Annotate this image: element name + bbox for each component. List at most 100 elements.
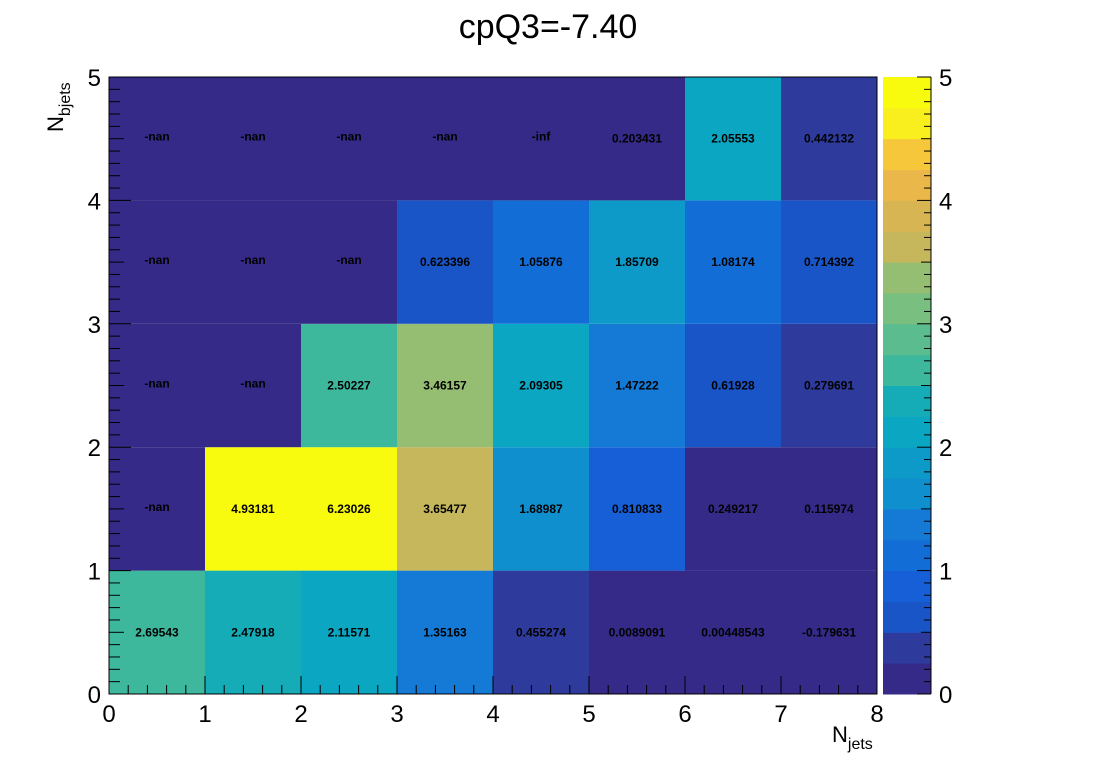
cell-value-label: 3.65477 — [423, 502, 467, 516]
y-tick-label: 1 — [88, 559, 101, 586]
heatmap-cell — [781, 200, 877, 324]
colorbar: 0 1 2 3 4 5 — [883, 65, 952, 709]
cell-value-label: 0.115974 — [804, 502, 854, 516]
heatmap-cell — [397, 77, 493, 201]
cell-value-label: 1.85709 — [615, 255, 659, 269]
colorbar-band — [883, 447, 931, 479]
heatmap-cell — [685, 200, 781, 324]
colorbar-band — [883, 323, 931, 356]
cell-value-label: 0.249217 — [708, 502, 758, 516]
cell-value-label: 0.442132 — [804, 132, 854, 146]
x-tick-label: 5 — [582, 701, 595, 728]
cell-value-label: 1.05876 — [519, 255, 563, 269]
y-tick-label: 4 — [88, 188, 101, 215]
cell-value-label: -nan — [240, 253, 265, 267]
heatmap-cell — [205, 323, 301, 448]
cell-value-label: -nan — [144, 130, 169, 144]
cell-value-label: 2.09305 — [519, 379, 563, 393]
cell-value-label: -nan — [336, 253, 361, 267]
heatmap-cell — [493, 77, 589, 201]
colorbar-band — [883, 601, 931, 633]
colorbar-band — [883, 663, 931, 695]
cell-value-label: 0.714392 — [804, 255, 854, 269]
heatmap-cell — [301, 447, 397, 571]
x-tick-label: 4 — [486, 701, 499, 728]
heatmap-cell — [397, 570, 493, 694]
colorbar-band — [883, 416, 931, 448]
heatmap-cell — [589, 200, 685, 324]
y-tick-label: 5 — [88, 65, 101, 92]
cell-value-label: 4.93181 — [231, 502, 275, 516]
heatmap-cell — [205, 570, 301, 694]
heatmap-cell — [397, 200, 493, 324]
cell-value-label: -inf — [532, 130, 552, 144]
colorbar-band — [883, 231, 931, 263]
cell-value-label: -nan — [336, 130, 361, 144]
heatmap-cell — [205, 77, 301, 201]
cell-value-label: 1.35163 — [423, 625, 467, 639]
x-tick-label: 3 — [390, 701, 403, 728]
heatmap-cell — [109, 447, 205, 571]
heatmap-cell — [397, 323, 493, 448]
cell-value-label: 0.810833 — [612, 502, 662, 516]
colorbar-tick-label: 1 — [939, 559, 952, 586]
cell-value-label: 0.203431 — [612, 132, 662, 146]
colorbar-tick-label: 2 — [939, 435, 952, 462]
colorbar-band — [883, 539, 931, 572]
heatmap-cell — [685, 323, 781, 448]
cell-value-label: -nan — [240, 130, 265, 144]
heatmap-cell — [397, 447, 493, 571]
cell-value-label: 0.00448543 — [701, 625, 765, 639]
cell-value-label: -0.179631 — [802, 625, 856, 639]
cell-value-label: 1.68987 — [519, 502, 563, 516]
x-tick-label: 8 — [870, 701, 883, 728]
heatmap-cell — [493, 570, 589, 694]
x-tick-label: 6 — [678, 701, 691, 728]
cell-value-label: 0.623396 — [420, 255, 470, 269]
heatmap-cells — [109, 77, 877, 694]
heatmap-cell — [109, 200, 205, 324]
colorbar-band — [883, 385, 931, 417]
heatmap-cell — [685, 77, 781, 201]
colorbar-band — [883, 107, 931, 140]
cell-value-label: 2.69543 — [135, 625, 179, 639]
colorbar-band — [883, 169, 931, 201]
heatmap-cell — [109, 323, 205, 448]
heatmap-cell — [301, 200, 397, 324]
y-axis-label-sub: bjets — [57, 82, 74, 116]
colorbar-band — [883, 632, 931, 664]
cell-value-label: 0.455274 — [516, 625, 566, 639]
heatmap-cell — [589, 77, 685, 201]
cell-value-label: 1.47222 — [615, 379, 659, 393]
cell-value-label: 1.08174 — [711, 255, 755, 269]
colorbar-band — [883, 77, 931, 109]
heatmap-cell — [685, 570, 781, 694]
heatmap-cell — [685, 447, 781, 571]
cell-value-label: 0.61928 — [711, 379, 755, 393]
cell-value-label: 2.47918 — [231, 625, 275, 639]
heatmap-cell — [781, 570, 877, 694]
y-tick-label: 2 — [88, 435, 101, 462]
y-tick-label: 0 — [88, 682, 101, 709]
colorbar-tick-label: 5 — [939, 65, 952, 92]
cell-value-label: 2.11571 — [328, 625, 371, 639]
x-axis-label: Njets — [832, 722, 873, 753]
heatmap-cell — [109, 570, 205, 694]
colorbar-band — [883, 292, 931, 325]
y-axis-label: Nbjets — [43, 82, 74, 132]
cell-value-label: 3.46157 — [423, 379, 467, 393]
cell-value-label: -nan — [240, 377, 265, 391]
heatmap-cell — [205, 447, 301, 571]
heatmap-cell — [493, 447, 589, 571]
y-tick-label: 3 — [88, 312, 101, 339]
colorbar-band — [883, 508, 931, 541]
cell-value-label: 0.0089091 — [609, 625, 666, 639]
heatmap-cell — [781, 77, 877, 201]
cell-value-label: 6.23026 — [327, 502, 371, 516]
heatmap-cell — [589, 447, 685, 571]
heatmap-cell — [493, 323, 589, 448]
cell-labels: 2.69543 2.47918 2.11571 1.35163 0.455274 0.00… — [135, 130, 856, 640]
heatmap-cell — [301, 570, 397, 694]
